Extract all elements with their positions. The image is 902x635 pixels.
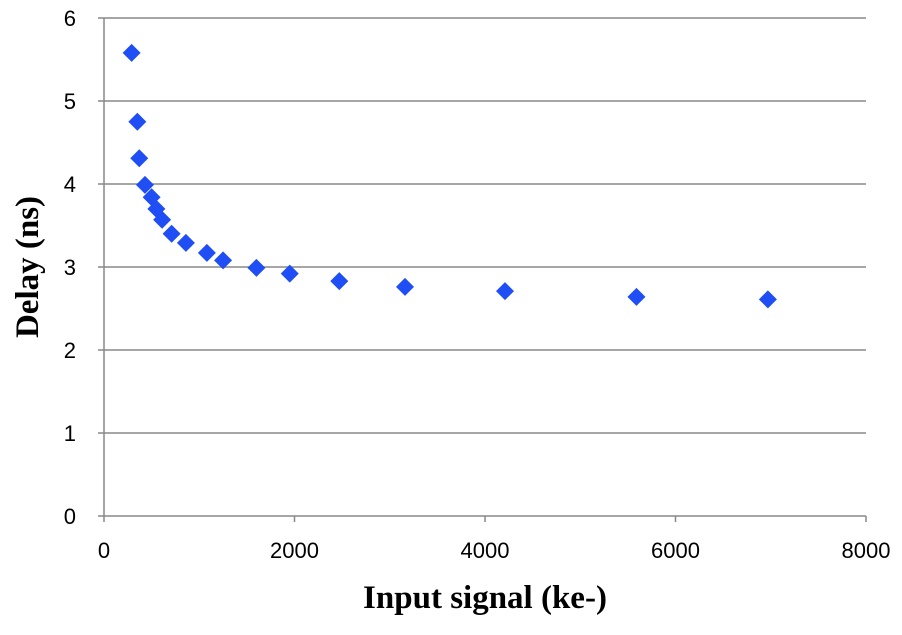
data-point bbox=[130, 149, 149, 168]
x-tick-label: 0 bbox=[98, 538, 110, 563]
x-tick-label: 4000 bbox=[461, 538, 510, 563]
data-point bbox=[627, 287, 646, 306]
data-point bbox=[280, 264, 299, 283]
data-point bbox=[122, 43, 141, 62]
data-point bbox=[135, 175, 154, 194]
data-point bbox=[128, 112, 147, 131]
y-axis-title: Delay (ns) bbox=[10, 196, 46, 338]
x-tick-label: 8000 bbox=[842, 538, 891, 563]
data-point bbox=[214, 251, 233, 270]
x-tick-label: 2000 bbox=[270, 538, 319, 563]
data-point bbox=[153, 210, 172, 229]
data-point bbox=[395, 277, 414, 296]
data-point bbox=[247, 258, 266, 277]
y-tick-label: 3 bbox=[64, 255, 76, 280]
data-point bbox=[197, 243, 216, 262]
y-tick-label: 4 bbox=[64, 172, 76, 197]
y-tick-label: 2 bbox=[64, 338, 76, 363]
x-axis-title: Input signal (ke-) bbox=[363, 580, 607, 616]
data-point bbox=[176, 233, 195, 252]
x-tick-label: 6000 bbox=[651, 538, 700, 563]
data-point bbox=[496, 282, 515, 301]
data-point bbox=[162, 224, 181, 243]
y-tick-label: 5 bbox=[64, 89, 76, 114]
y-tick-label: 1 bbox=[64, 421, 76, 446]
data-point bbox=[330, 272, 349, 291]
y-tick-label: 0 bbox=[64, 504, 76, 529]
data-point bbox=[758, 290, 777, 309]
y-tick-label: 6 bbox=[64, 6, 76, 31]
